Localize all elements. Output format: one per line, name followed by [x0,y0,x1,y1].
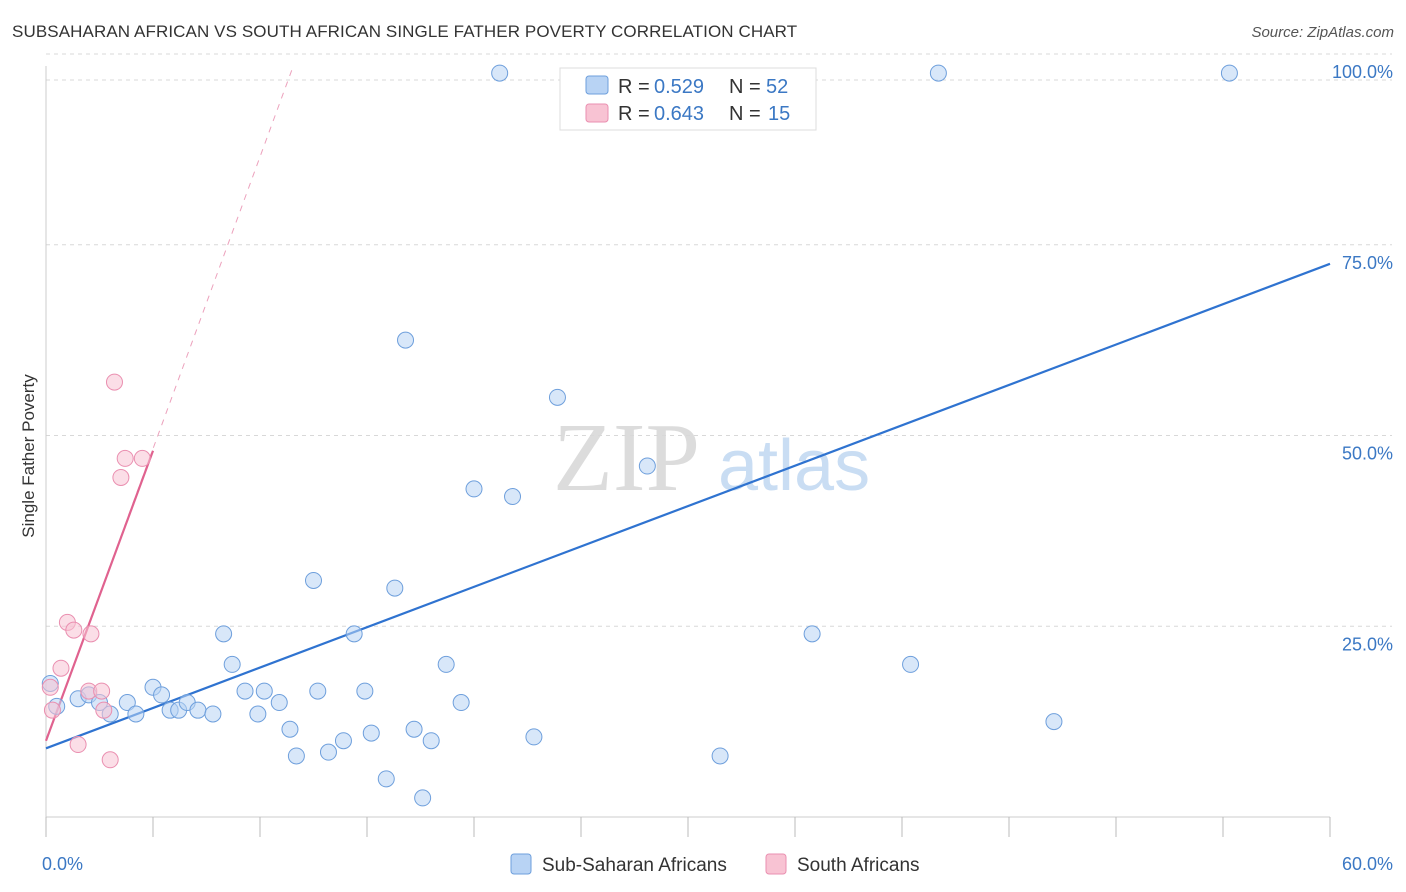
gridlines [46,53,1392,627]
point-pink-5 [69,736,87,754]
point-pink-4 [65,621,83,639]
point-blue-42 [548,388,566,406]
point-blue-48 [1045,713,1063,731]
point-pink-0 [41,678,59,696]
legend-n-value-blue: 52 [766,76,788,98]
point-blue-23 [305,571,322,589]
legend-n-label-pink: N = [729,103,761,125]
watermark-zip: ZIP [553,404,700,512]
point-blue-17 [236,682,254,700]
trend-line-blue [45,262,1331,750]
point-pink-11 [105,373,123,391]
point-blue-9 [153,686,171,704]
legend-n-label-blue: N = [729,76,761,98]
legend-r-value-blue: 0.529 [654,76,704,98]
y-tick-label-100: 100.0% [1332,62,1393,82]
point-blue-27 [345,625,363,643]
point-blue-16 [223,655,241,673]
point-blue-38 [465,480,483,498]
point-blue-21 [281,720,299,738]
point-pink-7 [82,625,100,643]
legend-swatch-pink [585,103,609,123]
point-blue-31 [386,579,404,597]
point-pink-12 [112,468,130,486]
point-pink-8 [93,682,111,700]
point-blue-43 [638,457,656,475]
y-tick-label-25: 25.0% [1342,634,1393,654]
trend-line-pink [44,450,155,742]
series-legend-swatch-pink [765,853,787,875]
y-tick-label-50: 50.0% [1342,444,1393,464]
series-legend-swatch-blue [510,853,532,875]
point-blue-30 [377,770,395,788]
point-blue-26 [334,732,352,750]
point-blue-6 [118,694,136,712]
y-tick-label-75: 75.0% [1342,253,1393,273]
series-legend: Sub-Saharan Africans South Africans [510,853,920,876]
point-blue-46 [929,64,947,82]
point-blue-34 [414,789,432,807]
point-blue-41 [525,728,543,746]
point-blue-40 [504,488,522,506]
point-blue-19 [255,682,273,700]
point-pink-9 [95,701,113,719]
legend-r-label-blue: R = [618,76,650,98]
chart-title: SUBSAHARAN AFRICAN VS SOUTH AFRICAN SING… [12,22,798,41]
point-blue-39 [491,64,509,82]
series-legend-label-blue: Sub-Saharan Africans [542,855,727,876]
point-blue-45 [803,625,821,643]
point-blue-32 [397,331,415,349]
point-blue-28 [356,682,374,700]
chart-source: Source: ZipAtlas.com [1251,24,1394,41]
legend-r-label-pink: R = [618,103,650,125]
point-blue-47 [902,655,920,673]
point-pink-1 [43,701,61,719]
tick-labels: 25.0% 50.0% 75.0% 100.0% 0.0% 60.0% [42,62,1393,874]
legend-r-value-pink: 0.643 [654,103,704,125]
point-blue-49 [1220,64,1238,82]
point-blue-24 [309,682,327,700]
legend-swatch-blue [585,75,609,95]
point-blue-33 [405,720,423,738]
point-blue-44 [711,747,729,765]
point-blue-15 [215,625,233,643]
point-blue-37 [452,694,470,712]
point-blue-7 [127,705,145,723]
point-pink-2 [52,659,70,677]
stats-legend: R = 0.529 N = 52 R = 0.643 N = 15 [559,67,817,131]
point-pink-14 [133,449,151,467]
point-blue-25 [319,743,337,761]
data-points [41,64,1238,807]
series-legend-label-pink: South Africans [797,855,920,876]
trend-lines [44,69,1331,750]
point-blue-13 [189,701,207,719]
x-tick-label-right: 60.0% [1342,854,1393,874]
point-blue-29 [362,724,380,742]
point-blue-35 [422,732,440,750]
point-blue-20 [270,694,288,712]
point-blue-14 [204,705,222,723]
legend-n-value-pink: 15 [768,103,790,125]
point-blue-36 [437,655,455,673]
point-pink-13 [116,449,134,467]
y-axis-label: Single Father Poverty [19,374,38,538]
point-pink-10 [101,751,119,769]
point-blue-18 [249,705,267,723]
point-blue-22 [287,747,305,765]
x-tick-label-left: 0.0% [42,854,83,874]
